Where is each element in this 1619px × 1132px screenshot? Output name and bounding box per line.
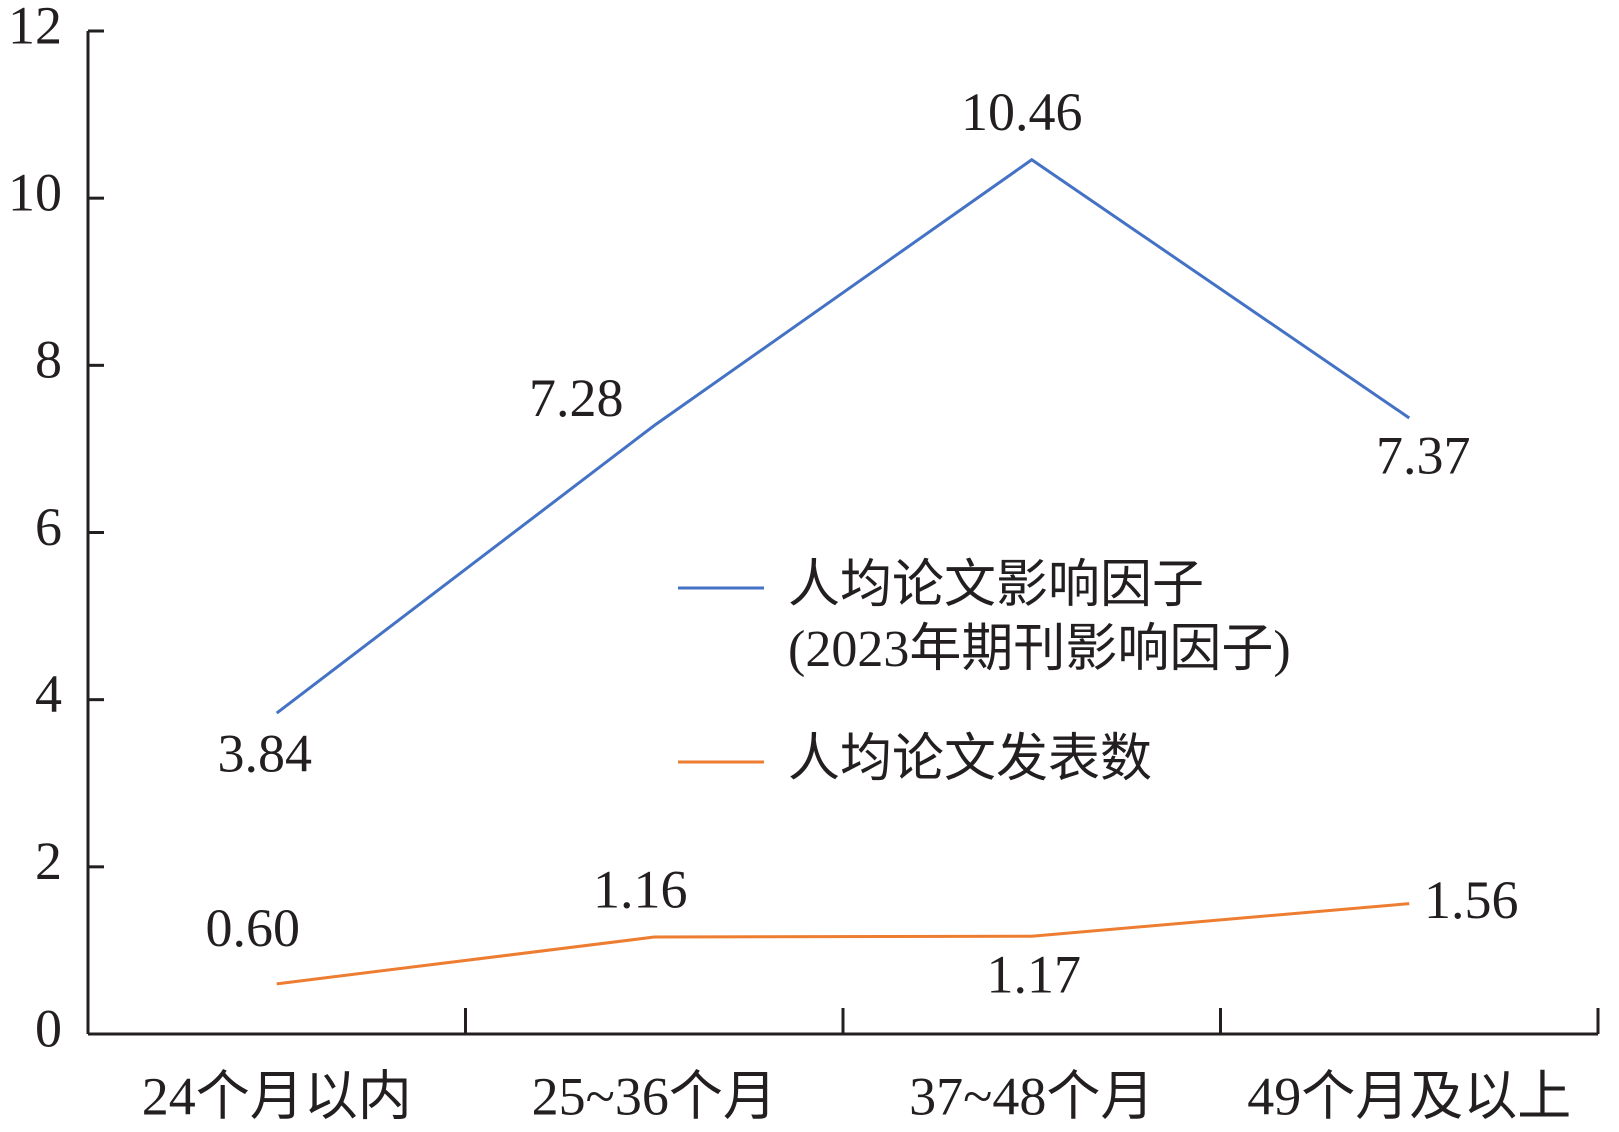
y-tick-label: 6 — [35, 497, 62, 557]
legend-label: 人均论文影响因子 (2023年期刊影响因子) — [788, 557, 1291, 678]
y-tick-label: 0 — [35, 998, 62, 1058]
y-tick-label: 2 — [35, 831, 62, 891]
data-label: 3.84 — [218, 723, 313, 783]
series-line — [275, 157, 1411, 715]
y-tick-label: 10 — [8, 163, 62, 223]
data-label: 1.17 — [987, 945, 1082, 1005]
x-tick-label: 25~36个月 — [532, 1066, 777, 1126]
x-tick-label: 37~48个月 — [909, 1066, 1154, 1126]
data-label: 1.56 — [1424, 870, 1519, 930]
legend-label: 人均论文发表数 — [788, 731, 1153, 788]
series-line — [276, 902, 1410, 986]
data-label: 7.37 — [1376, 425, 1471, 485]
y-tick-label: 12 — [8, 0, 62, 55]
y-tick-label: 8 — [35, 330, 62, 390]
data-label: 7.28 — [529, 368, 624, 428]
x-tick-label: 49个月及以上 — [1247, 1066, 1571, 1126]
data-label: 0.60 — [206, 898, 301, 958]
x-tick-label: 24个月以内 — [142, 1066, 412, 1126]
data-label: 1.16 — [593, 859, 688, 919]
data-label: 10.46 — [961, 82, 1083, 142]
y-tick-label: 4 — [35, 664, 62, 724]
